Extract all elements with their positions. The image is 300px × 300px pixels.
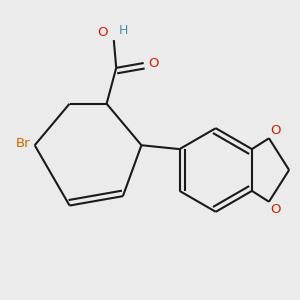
Text: O: O (271, 124, 281, 137)
Text: O: O (271, 203, 281, 216)
Text: Br: Br (16, 137, 30, 150)
Text: O: O (97, 26, 108, 38)
Text: O: O (148, 56, 159, 70)
Text: H: H (118, 24, 128, 37)
